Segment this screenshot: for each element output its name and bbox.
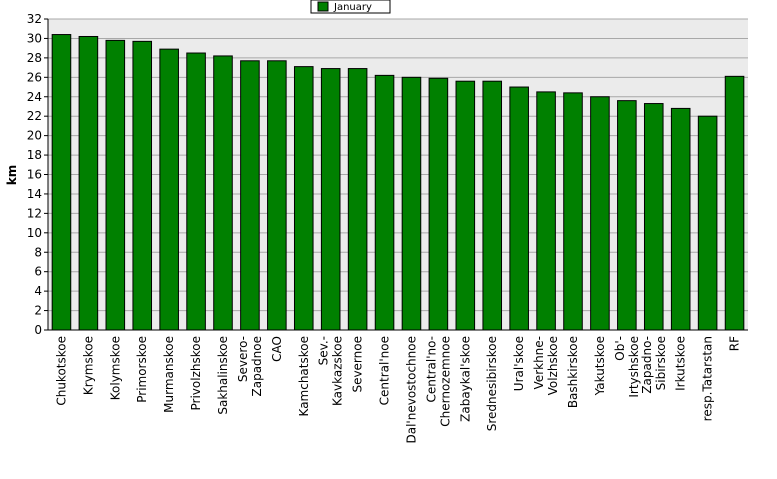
y-tick-label: 14 [27,187,42,201]
category-label: Severnoe [351,336,365,393]
legend-box [310,0,391,14]
y-tick-label: 18 [27,148,42,162]
y-tick-label: 12 [27,206,42,220]
category-label: Primorskoe [135,336,149,403]
y-tick-label: 16 [27,168,42,182]
category-label: Central'noe [378,336,392,405]
category-label: Irtyshskoe [627,336,641,398]
bar [186,52,206,331]
axes [44,18,748,331]
category-label: Severo- [236,336,250,382]
category-label: Ural'skoe [512,336,526,391]
category-label: Bashkirskoe [566,336,580,408]
bar [697,115,718,331]
category-label: Sibirskoe [654,336,668,390]
bar [267,60,287,331]
category-labels: Chukotskoe Krymskoe Kolymskoe Primorskoe Mur… [54,336,741,444]
category-label: Krymskoe [81,336,95,395]
category-label: Chernozemnoe [438,336,452,427]
bar [347,68,368,331]
bar [724,75,745,331]
bar [617,100,637,331]
bar [159,48,179,331]
category-label: resp.Tatarstan [701,336,715,421]
category-label: Srednesibirskoe [485,336,499,431]
category-label: Irkutskoe [674,336,688,391]
bar [401,76,422,331]
category-label: Dal'nevostochnoe [404,336,418,444]
y-tick-label: 22 [27,109,42,123]
y-tick-label: 10 [27,226,42,240]
bar [536,91,556,331]
bar [563,92,583,331]
category-label: Chukotskoe [54,336,68,406]
category-label: Kamchatskoe [297,336,311,416]
bar [240,60,260,331]
legend-label: January [333,2,372,13]
y-tick-label: 24 [27,90,42,104]
category-label: Ob'- [613,336,627,361]
y-tick-label: 20 [27,129,42,143]
category-label: Verkhne- [532,336,546,389]
legend-swatch [317,1,329,12]
bar [509,86,529,331]
bar [428,77,449,331]
y-tick-label: 2 [34,304,42,318]
category-label: Volzhskoe [546,336,560,395]
y-tick-label: 4 [34,284,42,298]
legend: January [310,0,391,14]
category-label: Zabaykal'skoe [458,336,472,422]
category-label: Sakhalinskoe [216,336,230,415]
category-label: CAO [270,336,284,362]
y-tick-label: 6 [34,265,42,279]
category-label: Murmanskoe [162,336,176,413]
bar [78,35,99,331]
y-tick-label: 32 [27,12,42,26]
y-tick-label: 28 [27,51,42,65]
bar [320,68,341,331]
y-tick-label: 26 [27,70,42,84]
bar [51,34,72,331]
bar [643,103,664,331]
category-label: Kolymskoe [108,336,122,400]
bar [213,55,233,331]
bar [293,66,314,331]
category-label: Zapadnoe [250,336,264,397]
bar [105,39,126,331]
bar [482,80,503,331]
category-label: Sev.- [317,336,331,365]
category-label: RF [728,336,742,351]
bar [374,74,395,331]
category-label: Central'no- [424,336,438,403]
bar [590,96,610,331]
category-label: Yakutskoe [593,336,607,396]
category-label: Privolzhskoe [189,336,203,410]
y-tick-label: 8 [34,245,42,259]
category-label: Zapadno- [640,336,654,394]
y-tick-label: 0 [34,323,42,337]
bar [132,40,153,331]
bar [455,80,476,331]
y-axis-title: km [5,165,19,185]
y-tick-label: 30 [27,31,42,45]
bar [670,107,691,331]
category-label: Kavkazskoe [331,336,345,406]
